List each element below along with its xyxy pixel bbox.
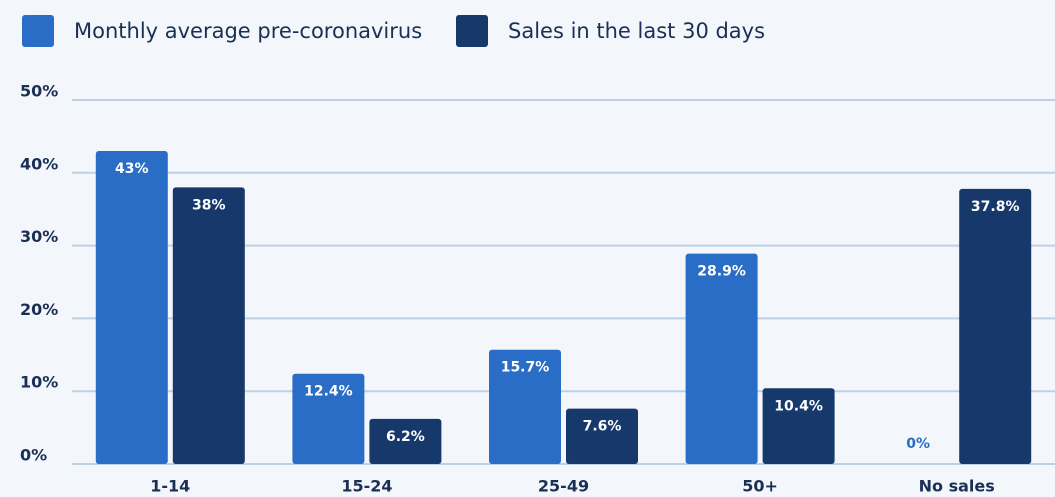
value-label: 12.4% — [304, 384, 353, 400]
y-tick-label: 30% — [20, 227, 58, 246]
x-tick-label: 15-24 — [341, 477, 392, 496]
value-label: 6.2% — [386, 429, 425, 445]
bar — [369, 418, 442, 464]
value-label: 0% — [906, 436, 930, 452]
value-label: 10.4% — [774, 398, 823, 414]
bar — [685, 253, 758, 464]
value-label: 7.6% — [583, 419, 622, 435]
bar — [959, 188, 1032, 465]
bar — [95, 150, 168, 464]
y-tick-label: 50% — [20, 82, 58, 101]
value-label: 15.7% — [501, 360, 550, 376]
value-label: 37.8% — [971, 199, 1020, 215]
bar — [172, 187, 245, 465]
bar — [292, 373, 365, 464]
legend-swatch — [22, 15, 54, 47]
legend-label: Sales in the last 30 days — [508, 19, 765, 43]
y-tick-label: 0% — [20, 446, 47, 465]
value-label: 38% — [192, 197, 226, 213]
legend-swatch — [456, 15, 488, 47]
x-tick-label: 25-49 — [538, 477, 589, 496]
bar — [566, 408, 638, 464]
bar — [762, 388, 835, 464]
bar — [489, 349, 561, 464]
value-label: 28.9% — [697, 264, 746, 280]
x-tick-label: No sales — [919, 477, 995, 496]
y-tick-label: 10% — [20, 373, 58, 392]
value-label: 43% — [115, 161, 149, 177]
y-tick-label: 40% — [20, 154, 58, 173]
y-tick-label: 20% — [20, 300, 58, 319]
x-tick-label: 50+ — [742, 477, 778, 496]
x-tick-label: 1-14 — [150, 477, 190, 496]
legend-label: Monthly average pre-coronavirus — [74, 19, 422, 43]
